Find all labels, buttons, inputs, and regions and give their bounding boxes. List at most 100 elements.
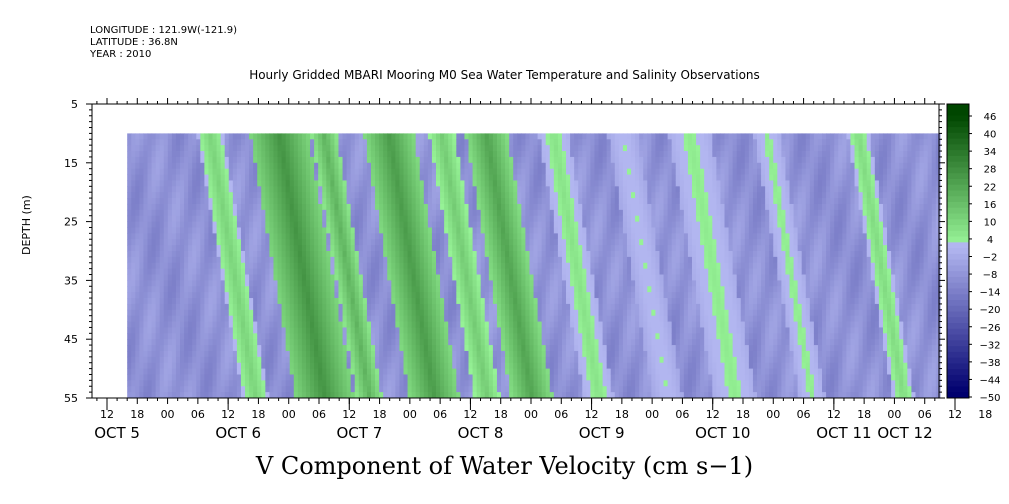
heat-cell (423, 198, 429, 205)
heat-cell (232, 339, 238, 346)
heat-cell (431, 362, 437, 369)
heat-cell (342, 333, 348, 340)
heat-cell (265, 168, 270, 175)
heat-cell (155, 380, 161, 387)
heat-cell (387, 203, 392, 211)
heat-cell (468, 368, 474, 375)
heat-cell (488, 133, 494, 140)
heat-cell (561, 392, 567, 399)
heat-cell (135, 392, 140, 399)
heat-cell (127, 368, 132, 375)
heat-cell (354, 392, 360, 399)
heat-cell (163, 303, 169, 311)
heat-cell (358, 227, 364, 234)
heat-cell (574, 286, 579, 293)
heat-cell (346, 303, 352, 311)
heat-cell (281, 233, 287, 240)
heat-cell (533, 198, 539, 205)
heat-cell (444, 133, 449, 140)
heat-cell (484, 186, 490, 193)
heat-cell (305, 256, 311, 264)
heat-cell (362, 239, 368, 246)
heat-cell (541, 192, 547, 199)
heat-cell (253, 227, 258, 234)
heat-cell (354, 227, 360, 234)
heat-cell (436, 268, 441, 275)
heat-cell (415, 192, 421, 199)
heat-cell (415, 339, 421, 346)
heat-cell (533, 362, 539, 369)
heat-cell (557, 392, 563, 399)
heat-cell (175, 245, 181, 252)
heat-cell (318, 145, 323, 152)
heat-cell (513, 233, 518, 240)
heat-cell (423, 233, 429, 240)
heat-cell (310, 192, 315, 199)
heat-cell (155, 274, 161, 281)
heat-cell (212, 333, 218, 340)
heat-cell (196, 368, 201, 375)
heat-cell (188, 180, 193, 187)
heat-cell (358, 286, 364, 293)
heat-cell (232, 180, 238, 187)
heat-cell (220, 221, 226, 228)
heat-cell (322, 156, 327, 164)
heat-cell (220, 368, 226, 375)
heat-cell (334, 380, 340, 387)
heat-cell (370, 386, 376, 393)
heat-cell (431, 209, 437, 217)
heat-cell (208, 345, 214, 352)
heat-cell (346, 162, 352, 170)
heat-cell (261, 292, 266, 299)
heat-cell (549, 274, 555, 281)
heat-cell (545, 251, 551, 258)
heat-cell (301, 180, 307, 187)
heat-cell (415, 292, 421, 299)
heat-cell (431, 256, 437, 264)
heat-cell (362, 262, 368, 270)
heat-cell (330, 333, 336, 340)
heat-cell (289, 168, 295, 175)
heat-cell (212, 168, 218, 175)
heat-cell (362, 180, 368, 187)
heat-cell (342, 162, 348, 170)
heat-cell (139, 192, 145, 199)
heat-cell (192, 203, 197, 211)
heat-cell (143, 239, 149, 246)
heat-cell (501, 315, 506, 322)
heat-cell (249, 215, 254, 222)
heat-cell (289, 251, 295, 258)
heat-cell (224, 203, 230, 211)
heat-cell (423, 239, 429, 246)
heat-cell (216, 339, 222, 346)
heat-cell (301, 262, 307, 270)
heat-cell (265, 315, 270, 322)
heat-cell (468, 162, 474, 170)
heat-cell (273, 262, 279, 270)
heat-cell (452, 192, 457, 199)
heat-cell (366, 333, 372, 340)
heat-cell (167, 151, 173, 158)
heat-cell (180, 239, 185, 246)
heat-cell (330, 386, 336, 393)
heat-cell (167, 162, 173, 170)
heat-cell (322, 280, 327, 287)
heat-cell (561, 221, 567, 228)
heat-cell (391, 345, 396, 352)
heat-cell (159, 203, 165, 211)
heat-cell (184, 362, 189, 369)
heat-cell (236, 168, 242, 175)
heat-cell (330, 133, 336, 140)
heat-cell (277, 392, 283, 399)
heat-cell (460, 268, 466, 275)
heat-cell (297, 221, 303, 228)
heat-cell (456, 139, 461, 146)
heat-cell (200, 162, 205, 170)
heat-cell (228, 303, 234, 311)
heat-cell (399, 256, 405, 264)
heat-cell (200, 180, 205, 187)
heat-cell (566, 168, 571, 175)
heat-cell (273, 380, 279, 387)
heat-cell (537, 168, 543, 175)
heat-cell (269, 139, 275, 146)
